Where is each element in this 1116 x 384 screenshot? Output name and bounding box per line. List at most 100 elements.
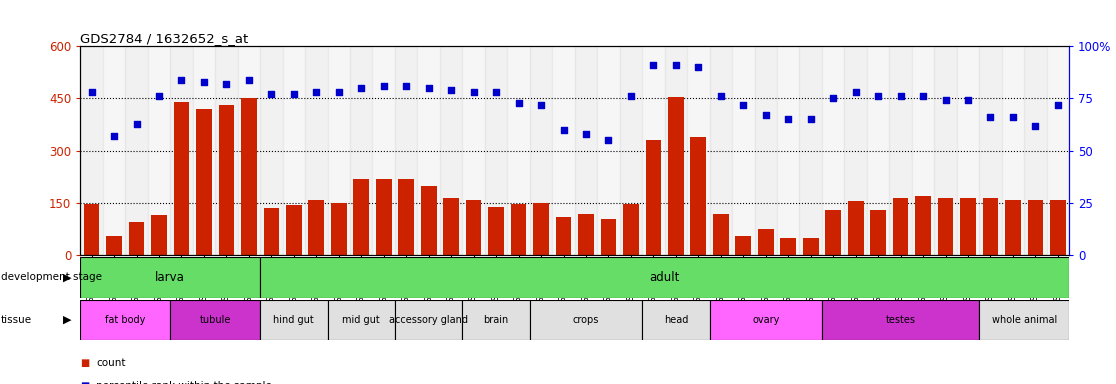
Point — [936, 98, 954, 104]
Bar — [350, 46, 373, 255]
Bar — [125, 46, 147, 255]
Bar — [982, 198, 999, 255]
Bar — [488, 207, 504, 255]
Bar — [530, 46, 552, 255]
Bar — [328, 46, 350, 255]
Bar — [308, 200, 324, 255]
Bar — [956, 46, 979, 255]
Bar — [934, 46, 956, 255]
Bar — [821, 46, 845, 255]
Bar — [826, 210, 841, 255]
Point — [375, 83, 393, 89]
Bar — [282, 46, 305, 255]
Text: count: count — [96, 358, 125, 368]
Bar — [147, 46, 171, 255]
Bar — [462, 46, 484, 255]
Bar — [128, 222, 144, 255]
Bar — [533, 203, 549, 255]
Bar — [821, 300, 979, 340]
Bar — [642, 46, 665, 255]
Bar — [260, 300, 327, 340]
Bar — [440, 46, 462, 255]
Bar — [103, 46, 125, 255]
Bar — [713, 214, 729, 255]
Point — [779, 116, 797, 122]
Text: testes: testes — [886, 314, 915, 325]
Point — [577, 131, 595, 137]
Bar — [668, 97, 684, 255]
Text: mid gut: mid gut — [343, 314, 381, 325]
Bar — [508, 46, 530, 255]
Point — [510, 99, 528, 106]
Point — [825, 95, 843, 101]
Point — [353, 85, 371, 91]
Bar — [623, 204, 638, 255]
Bar — [376, 179, 392, 255]
Bar — [328, 300, 395, 340]
Bar — [556, 217, 571, 255]
Bar — [219, 105, 234, 255]
Text: ■: ■ — [80, 358, 89, 368]
Text: development stage: development stage — [1, 272, 103, 283]
Point — [847, 89, 865, 95]
Bar — [893, 198, 908, 255]
Point — [83, 89, 100, 95]
Point — [757, 112, 775, 118]
Text: ovary: ovary — [752, 314, 779, 325]
Bar — [1050, 200, 1066, 255]
Text: adult: adult — [650, 271, 680, 284]
Bar — [417, 46, 440, 255]
Bar — [1024, 46, 1047, 255]
Bar — [484, 46, 508, 255]
Bar — [215, 46, 238, 255]
Bar — [443, 198, 459, 255]
Point — [892, 93, 910, 99]
Text: whole animal: whole animal — [991, 314, 1057, 325]
Bar — [196, 109, 212, 255]
Point — [105, 133, 123, 139]
Bar — [465, 200, 481, 255]
Bar — [960, 198, 975, 255]
Point — [532, 102, 550, 108]
Point — [914, 93, 932, 99]
Bar — [263, 208, 279, 255]
Bar — [732, 46, 754, 255]
Text: crops: crops — [573, 314, 599, 325]
Point — [442, 87, 460, 93]
Text: brain: brain — [483, 314, 509, 325]
Bar — [979, 300, 1069, 340]
Bar — [597, 46, 619, 255]
Point — [712, 93, 730, 99]
Text: tubule: tubule — [200, 314, 231, 325]
Point — [644, 62, 662, 68]
Bar — [665, 46, 687, 255]
Bar — [80, 300, 171, 340]
Bar — [915, 196, 931, 255]
Point — [801, 116, 819, 122]
Text: ▶: ▶ — [62, 272, 71, 283]
Bar — [645, 140, 662, 255]
Point — [173, 76, 191, 83]
Bar — [600, 219, 616, 255]
Point — [218, 81, 235, 87]
Bar — [552, 46, 575, 255]
Bar — [395, 46, 417, 255]
Bar — [305, 46, 327, 255]
Bar — [687, 46, 710, 255]
Point — [982, 114, 1000, 120]
Bar — [937, 198, 953, 255]
Text: ▶: ▶ — [62, 314, 71, 325]
Bar — [511, 204, 527, 255]
Point — [667, 62, 685, 68]
Text: tissue: tissue — [1, 314, 32, 325]
Text: accessory gland: accessory gland — [389, 314, 469, 325]
Bar — [241, 98, 257, 255]
Bar — [193, 46, 215, 255]
Text: hind gut: hind gut — [273, 314, 315, 325]
Bar — [84, 204, 99, 255]
Bar — [331, 203, 347, 255]
Bar — [799, 46, 821, 255]
Bar — [373, 46, 395, 255]
Bar — [530, 300, 642, 340]
Point — [690, 64, 708, 70]
